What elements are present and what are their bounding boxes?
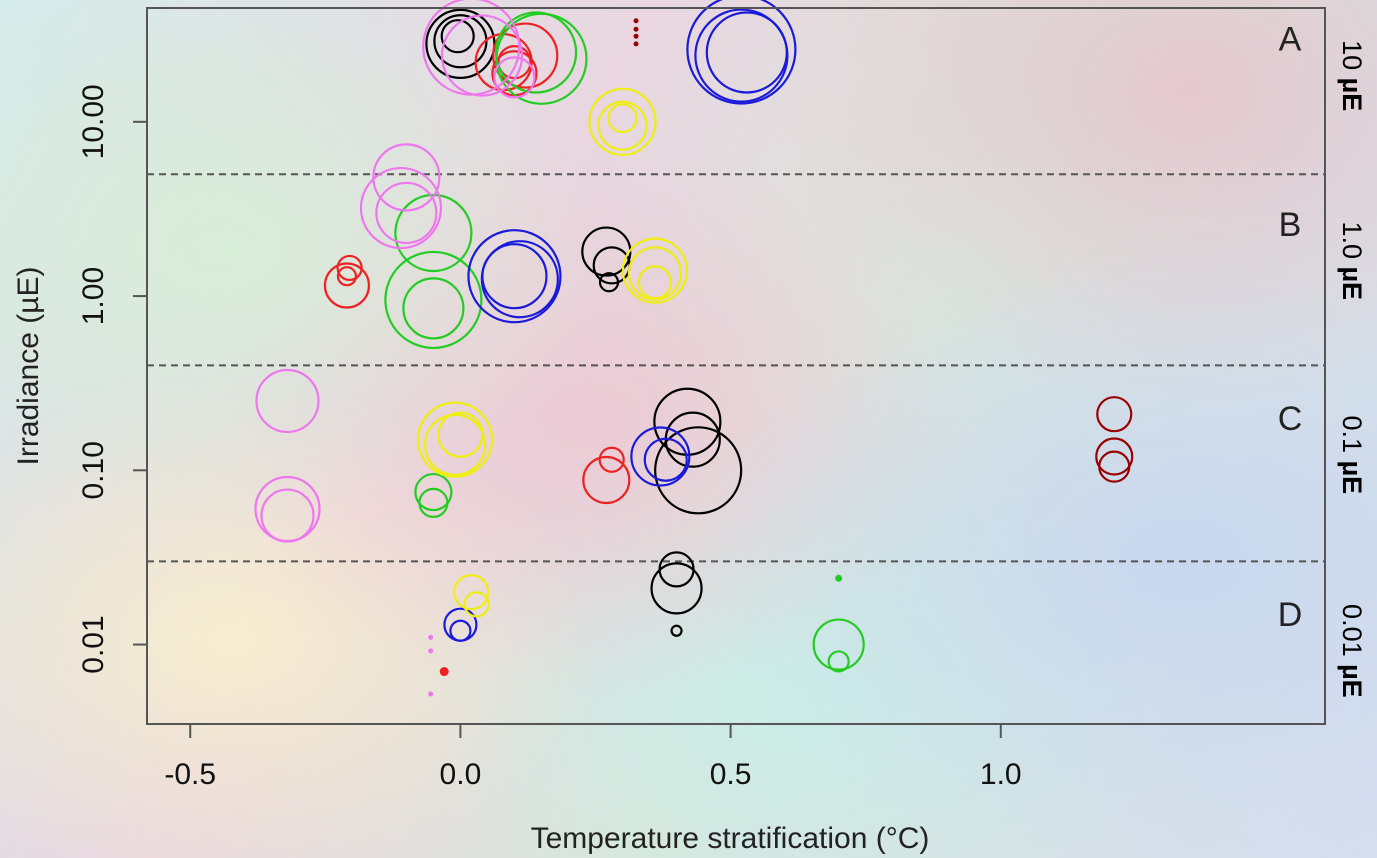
data-point bbox=[494, 11, 578, 94]
data-point bbox=[633, 18, 639, 24]
data-point bbox=[705, 11, 788, 94]
data-point bbox=[359, 166, 443, 250]
y-tick-label: 1.00 bbox=[77, 267, 110, 325]
data-point bbox=[323, 262, 371, 309]
panel-irradiance-unit: µE bbox=[1337, 461, 1367, 495]
data-point bbox=[827, 650, 850, 673]
data-point bbox=[449, 619, 472, 642]
data-point bbox=[254, 475, 321, 543]
panel-labels: A 10 µE B 1.0 µE C 0.1 µE D 0.01 µE bbox=[1278, 21, 1367, 698]
y-axis: 10.00 1.00 0.10 0.01 bbox=[77, 84, 147, 674]
data-point bbox=[481, 243, 548, 310]
x-tick-label: 1.0 bbox=[980, 758, 1022, 791]
panel-label-c: C bbox=[1278, 400, 1303, 438]
panel-irradiance-value: 0.1 bbox=[1337, 416, 1367, 461]
x-axis: -0.5 0.0 0.5 1.0 bbox=[164, 724, 1022, 791]
panel-irradiance-label: 10 µE bbox=[1337, 40, 1367, 111]
data-point bbox=[384, 250, 483, 350]
data-point bbox=[643, 437, 688, 482]
data-point bbox=[467, 229, 562, 324]
data-point bbox=[440, 14, 524, 97]
x-tick-label: 0.0 bbox=[440, 758, 482, 791]
data-point bbox=[440, 19, 475, 54]
y-tick-label: 10.00 bbox=[77, 84, 110, 159]
data-point bbox=[582, 455, 631, 505]
data-point bbox=[375, 181, 438, 245]
data-point bbox=[597, 100, 648, 151]
data-point bbox=[633, 41, 639, 47]
panel-irradiance-unit: µE bbox=[1337, 266, 1367, 300]
data-point bbox=[835, 574, 843, 582]
y-axis-title: Irradiance (µE) bbox=[12, 266, 45, 465]
data-point bbox=[372, 143, 441, 212]
data-point bbox=[621, 237, 689, 304]
data-point bbox=[1098, 450, 1131, 483]
plot-frame bbox=[146, 7, 1326, 725]
data-point bbox=[633, 33, 639, 39]
panel-label-b: B bbox=[1279, 206, 1302, 244]
x-tick-label: 0.5 bbox=[710, 758, 752, 791]
data-point bbox=[437, 411, 484, 458]
data-point bbox=[492, 22, 559, 89]
data-point bbox=[336, 254, 363, 282]
data-point bbox=[439, 667, 449, 677]
y-tick-label: 0.01 bbox=[77, 615, 110, 673]
x-tick-label: -0.5 bbox=[164, 758, 216, 791]
data-point bbox=[463, 591, 490, 618]
data-point bbox=[637, 265, 673, 300]
data-point bbox=[670, 624, 683, 637]
panel-label-d: D bbox=[1278, 596, 1303, 634]
data-point bbox=[654, 426, 743, 515]
data-point bbox=[443, 607, 478, 642]
reference-lines bbox=[147, 173, 1325, 563]
data-point bbox=[418, 487, 449, 519]
data-point bbox=[428, 648, 434, 654]
data-point bbox=[658, 551, 695, 588]
data-point bbox=[402, 277, 465, 340]
data-point bbox=[607, 103, 638, 134]
data-point bbox=[414, 472, 453, 512]
data-point bbox=[650, 562, 703, 615]
data-point bbox=[428, 691, 434, 697]
data-point bbox=[1095, 437, 1134, 476]
panel-irradiance-value: 10 bbox=[1337, 40, 1367, 78]
data-point bbox=[255, 368, 320, 434]
panel-irradiance-value: 1.0 bbox=[1337, 221, 1367, 266]
panel-irradiance-unit: µE bbox=[1337, 664, 1367, 698]
data-point bbox=[428, 634, 434, 640]
panel-label-a: A bbox=[1279, 21, 1302, 59]
x-axis-title: Temperature stratification (°C) bbox=[531, 822, 930, 855]
y-tick-label: 0.10 bbox=[77, 441, 110, 499]
data-point bbox=[627, 246, 683, 301]
data-point bbox=[1096, 396, 1133, 433]
data-point bbox=[423, 413, 487, 476]
data-point bbox=[493, 56, 536, 99]
data-point bbox=[422, 0, 521, 96]
panel-irradiance-value: 0.01 bbox=[1337, 604, 1367, 664]
data-point bbox=[588, 87, 657, 156]
panel-irradiance-unit: µE bbox=[1337, 78, 1367, 112]
data-point bbox=[598, 446, 625, 473]
panel-irradiance-label: 0.01 µE bbox=[1337, 604, 1367, 698]
data-point bbox=[598, 272, 620, 293]
panel-irradiance-label: 1.0 µE bbox=[1337, 221, 1367, 300]
data-point bbox=[416, 401, 494, 478]
data-point bbox=[812, 618, 865, 671]
data-points bbox=[254, 0, 1134, 697]
data-point bbox=[633, 26, 639, 32]
data-point bbox=[336, 266, 358, 287]
data-point bbox=[653, 387, 722, 456]
data-point bbox=[686, 0, 797, 105]
data-point bbox=[260, 488, 315, 543]
panel-irradiance-label: 0.1 µE bbox=[1337, 416, 1367, 495]
data-point bbox=[453, 574, 490, 611]
data-point bbox=[630, 426, 691, 487]
